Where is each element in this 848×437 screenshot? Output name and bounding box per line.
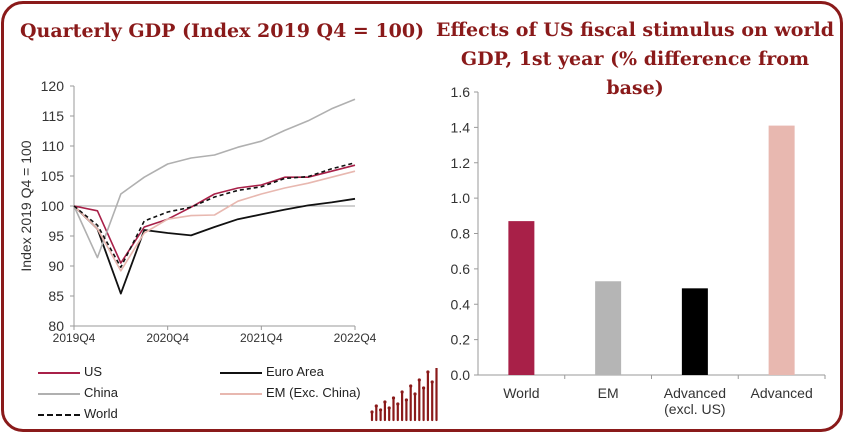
logo-dot (387, 406, 391, 410)
x-tick-label: Advanced (750, 385, 812, 401)
y-tick-label: 110 (42, 138, 65, 154)
legend-swatch-world (38, 414, 80, 416)
series-line-world (73, 162, 356, 268)
bar-advanced-excl-us (681, 288, 708, 375)
y-tick-label: 120 (41, 78, 65, 94)
line-chart: 80 85 90 95 100 105 110 115 120 2019Q4 2020Q4 2021Q… (18, 78, 377, 345)
legend-swatch-us (38, 372, 80, 374)
line-chart-legend: US Euro Area China EM (Exc. China) World (38, 364, 383, 426)
x-tick-label: 2021Q4 (240, 331, 283, 345)
logo-dot (413, 392, 417, 396)
series-line-euro-area (73, 197, 356, 295)
logo-dot (430, 380, 434, 384)
legend-item-euro-area: Euro Area (220, 364, 380, 380)
y-tick-label: 0.2 (451, 332, 471, 348)
logo-dot (400, 390, 404, 394)
legend-label: US (84, 364, 103, 379)
logo-dot (391, 396, 396, 400)
panel-frame (1, 1, 843, 432)
y-tick-label: 1.0 (451, 190, 471, 206)
y-tick-label: 1.6 (451, 84, 471, 100)
y-tick-label: 0.0 (451, 367, 471, 383)
legend-item-us: US (38, 364, 198, 380)
legend-item-china: China (38, 385, 198, 401)
logo-dot (417, 378, 421, 382)
y-tick-label: 80 (48, 318, 64, 334)
y-tick-label: 85 (48, 288, 64, 304)
y-tick-label: 115 (42, 108, 65, 124)
bar-chart-title: Effects of US fiscal stimulus on world G… (435, 19, 834, 99)
logo-dot (383, 400, 387, 404)
y-tick-label: 1.4 (451, 119, 471, 135)
y-tick-label: 90 (48, 258, 64, 274)
legend-swatch-euro-area (220, 372, 262, 374)
legend-label: EM (Exc. China) (266, 385, 361, 400)
legend-swatch-china (38, 393, 80, 395)
legend-item-world: World (38, 406, 198, 422)
legend-label: Euro Area (266, 364, 324, 379)
logo-dot (426, 370, 430, 374)
logo-dot (422, 386, 426, 390)
logo-dot (379, 408, 383, 412)
x-tick-label: 2022Q4 (334, 331, 377, 345)
bar-chart: 0.0 0.2 0.4 0.6 0.8 1.0 1.2 1.4 1.6 World EM Advanc… (451, 84, 826, 417)
bar-world (508, 221, 535, 375)
y-tick-label: 100 (41, 198, 65, 214)
logo-dot (374, 404, 378, 408)
y-tick-label: 0.4 (451, 296, 471, 312)
logo-dot (396, 402, 400, 406)
logo-dot (409, 384, 413, 388)
bar-advanced (768, 125, 795, 375)
y-tick-label: 0.8 (451, 226, 471, 242)
y-tick-label: 95 (48, 228, 64, 244)
legend-label: World (84, 406, 118, 421)
logo-dot (370, 410, 374, 414)
bar-logo-icon (370, 368, 438, 422)
bar-em (595, 281, 622, 375)
line-chart-title: Quarterly GDP (Index 2019 Q4 = 100) (20, 20, 425, 42)
y-tick-label: 105 (41, 168, 65, 184)
x-tick-label: 2019Q4 (53, 331, 96, 345)
logo-dot (404, 398, 408, 402)
y-axis-label: Index 2019 Q4 = 100 (18, 140, 34, 271)
legend-item-em: EM (Exc. China) (220, 385, 380, 401)
y-tick-label: 0.6 (451, 261, 471, 277)
x-tick-label: Advanced (excl. US) (664, 385, 726, 417)
legend-swatch-em (220, 393, 262, 395)
series-line-em-exc-china (73, 170, 356, 272)
x-tick-label: EM (598, 385, 619, 401)
series-line-china (73, 98, 356, 259)
x-tick-label: 2020Q4 (146, 331, 189, 345)
legend-label: China (84, 385, 118, 400)
x-tick-label: World (503, 385, 539, 401)
y-tick-label: 1.2 (451, 155, 471, 171)
